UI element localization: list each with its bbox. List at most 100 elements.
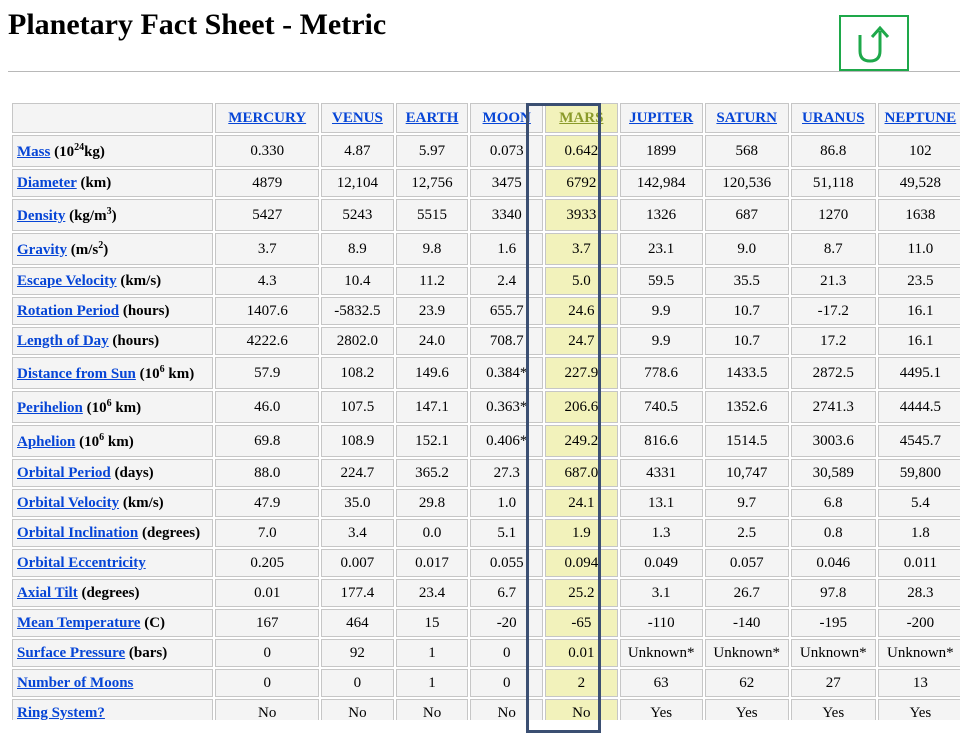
value-cell-earth: 1: [395, 639, 469, 667]
row-label-link[interactable]: Number of Moons: [17, 674, 134, 691]
value-cell-uranus: 86.8: [790, 135, 876, 167]
unit-text: (degrees): [142, 524, 201, 541]
row-label-link[interactable]: Length of Day: [17, 332, 109, 349]
row-label-link[interactable]: Escape Velocity: [17, 272, 117, 289]
value-cell-neptune: 16.1: [877, 327, 960, 355]
value-cell-jupiter: 13.1: [619, 489, 703, 517]
value-cell-neptune: 1638: [877, 199, 960, 231]
value-cell-saturn: 62: [704, 669, 789, 697]
value-cell-moon: -20: [470, 609, 544, 637]
value-cell-neptune: 28.3: [877, 579, 960, 607]
row-label-link[interactable]: Diameter: [17, 174, 77, 191]
value-cell-saturn: 35.5: [704, 267, 789, 295]
row-label-link[interactable]: Orbital Velocity: [17, 494, 120, 511]
value-cell-moon: 3475: [470, 169, 544, 197]
row-label-link[interactable]: Perihelion: [17, 399, 83, 416]
value-cell-mercury: 0.01: [215, 579, 320, 607]
value-cell-mars: -65: [545, 609, 618, 637]
row-label-link[interactable]: Density: [17, 207, 66, 224]
value-cell-mars: 249.2: [545, 425, 618, 457]
value-cell-mars: 687.0: [545, 459, 618, 487]
value-cell-moon: 1.6: [470, 233, 544, 265]
value-cell-moon: 6.7: [470, 579, 544, 607]
row-label: Orbital Inclination (degrees): [12, 519, 214, 547]
value-cell-moon: 0.363*: [470, 391, 544, 423]
value-cell-jupiter: 142,984: [619, 169, 703, 197]
value-cell-saturn: 2.5: [704, 519, 789, 547]
row-label-link[interactable]: Aphelion: [17, 433, 76, 450]
value-cell-mars: 2: [545, 669, 618, 697]
row-label-link[interactable]: Mean Temperature: [17, 614, 141, 631]
column-header-uranus: URANUS: [790, 103, 876, 133]
row-label: Axial Tilt (degrees): [12, 579, 214, 607]
value-cell-earth: 23.9: [395, 297, 469, 325]
header-row: MERCURY VENUS EARTH MOON MARS JUPITER SATURN UR…: [12, 103, 960, 133]
value-cell-mercury: 167: [215, 609, 320, 637]
value-cell-uranus: 21.3: [790, 267, 876, 295]
row-label-link[interactable]: Orbital Inclination: [17, 524, 139, 541]
value-cell-earth: 29.8: [395, 489, 469, 517]
value-cell-uranus: Yes: [790, 699, 876, 720]
value-cell-uranus: 51,118: [790, 169, 876, 197]
home-button[interactable]: [839, 15, 909, 71]
value-cell-uranus: 0.046: [790, 549, 876, 577]
row-label-link[interactable]: Surface Pressure: [17, 644, 126, 661]
row-label-link[interactable]: Mass: [17, 143, 51, 160]
planet-link-jupiter[interactable]: JUPITER: [629, 109, 694, 126]
column-header-saturn: SATURN: [704, 103, 789, 133]
table-row: Perihelion (106 km) 46.0 107.5 147.1 0.363* 2…: [12, 391, 960, 423]
value-cell-earth: 152.1: [395, 425, 469, 457]
row-label-link[interactable]: Distance from Sun: [17, 365, 136, 382]
row-label: Density (kg/m3): [12, 199, 214, 231]
planet-link-mars[interactable]: MARS: [559, 109, 604, 126]
value-cell-neptune: -200: [877, 609, 960, 637]
value-cell-earth: 23.4: [395, 579, 469, 607]
table-row: Mass (1024kg) 0.330 4.87 5.97 0.073 0.642 1899…: [12, 135, 960, 167]
value-cell-jupiter: 63: [619, 669, 703, 697]
value-cell-earth: 12,756: [395, 169, 469, 197]
unit-text: (kg/m: [69, 207, 107, 224]
unit-text: (days): [114, 464, 154, 481]
value-cell-mercury: 0: [215, 669, 320, 697]
value-cell-mercury: 88.0: [215, 459, 320, 487]
row-label-link[interactable]: Gravity: [17, 241, 67, 258]
row-label-link[interactable]: Orbital Eccentricity: [17, 554, 146, 571]
table-row: Ring System?NoNoNoNoNoYesYesYesYesNo: [12, 699, 960, 720]
table-row: Orbital Inclination (degrees) 7.0 3.4 0.0 5.…: [12, 519, 960, 547]
corner-cell: [12, 103, 214, 133]
value-cell-jupiter: 740.5: [619, 391, 703, 423]
value-cell-uranus: 6.8: [790, 489, 876, 517]
value-cell-jupiter: 778.6: [619, 357, 703, 389]
value-cell-earth: 15: [395, 609, 469, 637]
value-cell-neptune: Yes: [877, 699, 960, 720]
value-cell-moon: 0.055: [470, 549, 544, 577]
unit-text: (10: [86, 399, 107, 416]
unit-text-end: kg): [84, 143, 105, 160]
row-label-link[interactable]: Axial Tilt: [17, 584, 78, 601]
table-row: Aphelion (106 km) 69.8 108.9 152.1 0.406* 249…: [12, 425, 960, 457]
planet-link-neptune[interactable]: NEPTUNE: [884, 109, 957, 126]
value-cell-moon: No: [470, 699, 544, 720]
row-label-link[interactable]: Orbital Period: [17, 464, 111, 481]
value-cell-earth: 365.2: [395, 459, 469, 487]
planet-link-venus[interactable]: VENUS: [331, 109, 383, 126]
value-cell-jupiter: 59.5: [619, 267, 703, 295]
row-label: Diameter (km): [12, 169, 214, 197]
unit-text: (hours): [112, 332, 160, 349]
unit-text-end: km): [164, 365, 195, 382]
value-cell-venus: 3.4: [321, 519, 394, 547]
value-cell-neptune: 4495.1: [877, 357, 960, 389]
row-label-link[interactable]: Rotation Period: [17, 302, 120, 319]
planet-link-mercury[interactable]: MERCURY: [228, 109, 307, 126]
planet-link-moon[interactable]: MOON: [482, 109, 531, 126]
row-label-link[interactable]: Ring System?: [17, 704, 105, 721]
planet-link-uranus[interactable]: URANUS: [802, 109, 865, 126]
planet-link-earth[interactable]: EARTH: [405, 109, 459, 126]
value-cell-mars: 24.6: [545, 297, 618, 325]
row-label: Surface Pressure (bars): [12, 639, 214, 667]
table-row: Orbital Eccentricity 0.205 0.007 0.017 0.055…: [12, 549, 960, 577]
value-cell-moon: 0.406*: [470, 425, 544, 457]
planet-link-saturn[interactable]: SATURN: [716, 109, 777, 126]
value-cell-uranus: Unknown*: [790, 639, 876, 667]
value-cell-neptune: 5.4: [877, 489, 960, 517]
